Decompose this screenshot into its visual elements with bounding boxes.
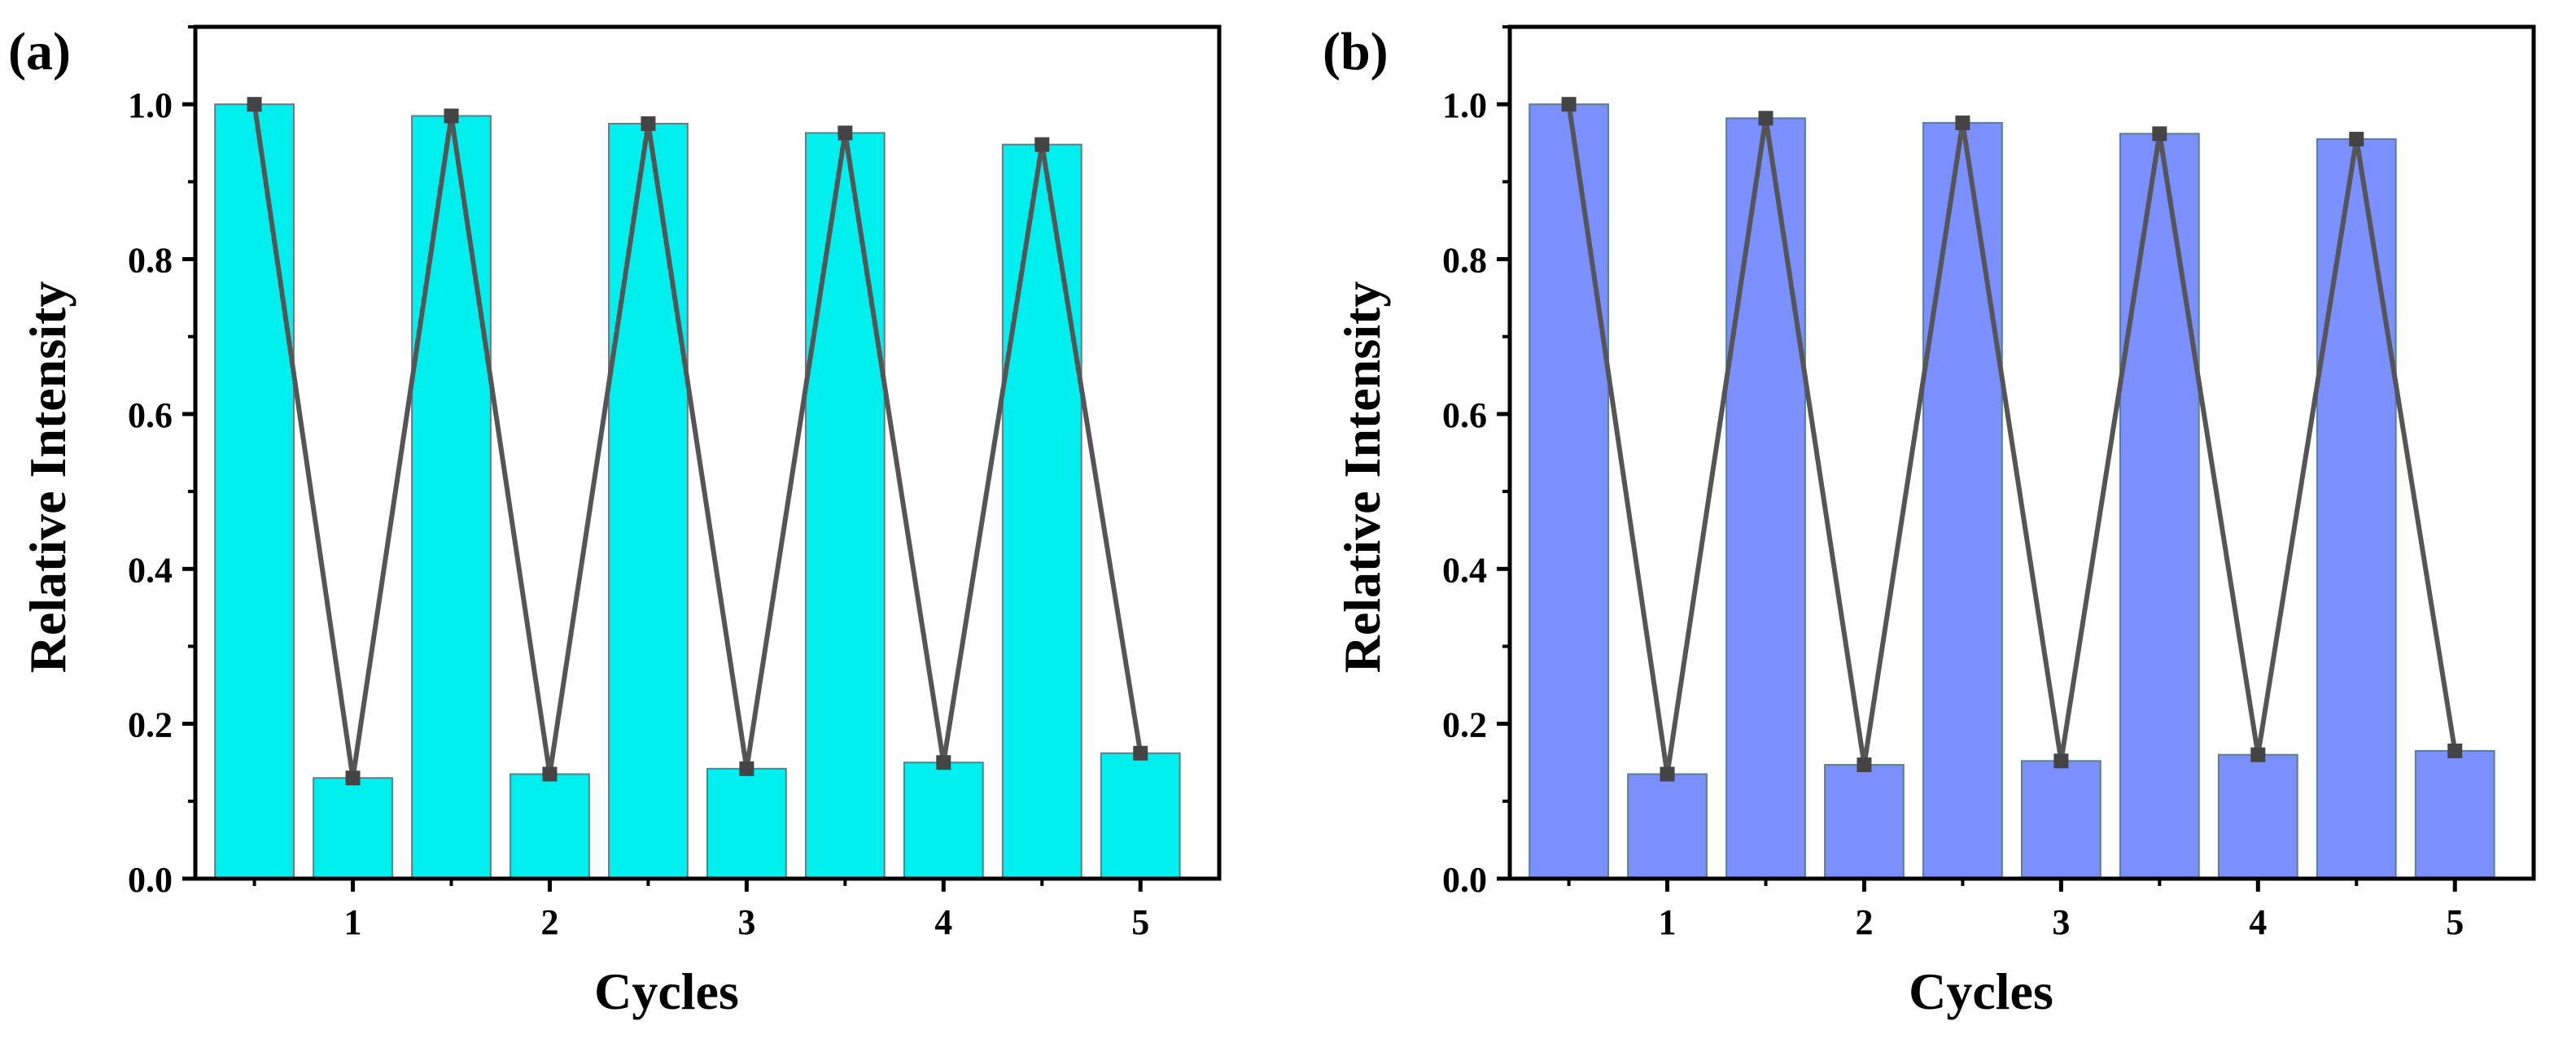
x-tick-label: 1 [1659,902,1677,942]
x-tick-label: 3 [2052,902,2070,942]
data-point-2 [345,770,361,786]
bar-1 [1529,103,1609,879]
plot-frame [193,24,1222,881]
data-point-4 [542,766,558,782]
x-tick-label: 1 [344,902,362,942]
y-tick-label: 1.0 [128,85,173,125]
bar-6 [706,767,787,879]
bar-10 [1100,752,1181,880]
bar-3 [411,115,492,879]
data-point-8 [2250,747,2266,762]
data-point-3 [444,108,459,124]
bar-4 [1824,764,1905,879]
data-point-10 [2447,743,2463,758]
data-point-9 [1034,137,1050,152]
data-point-6 [2053,753,2069,769]
x-tick-label: 4 [934,902,952,942]
data-point-7 [838,125,853,141]
y-tick-label: 0.8 [1442,241,1487,281]
bar-9 [2316,138,2397,880]
bar-7 [2119,133,2200,880]
chart-panel-a: 0.0 0.2 0.4 0.6 0.8 1.0 1 2 3 4 5 Cycles Relative In… [8,22,1222,1020]
bar-10 [2414,749,2495,880]
x-tick-label: 2 [1855,902,1873,942]
bar-7 [804,132,886,879]
x-tick-label: 2 [540,902,558,942]
data-point-8 [936,755,951,770]
bar-2 [313,777,393,879]
y-tick-label: 0.0 [128,860,173,900]
x-tick-label: 5 [1131,902,1149,942]
data-point-1 [1561,97,1577,112]
y-tick-label: 0.2 [128,705,173,745]
y-tick-label: 0.6 [128,395,173,435]
y-axis-title: Relative Intensity [19,281,77,674]
data-point-1 [247,97,262,112]
y-tick-label: 0.8 [128,241,173,281]
bar-9 [1001,143,1082,879]
bar-2 [1627,773,1708,879]
x-axis-title: Cycles [594,962,739,1020]
data-point-3 [1758,111,1773,126]
x-tick-label: 3 [737,902,755,942]
data-point-6 [739,761,754,776]
data-point-7 [2152,126,2167,142]
y-tick-label: 0.2 [1442,705,1487,745]
plot-frame [1507,24,2536,881]
data-point-4 [1857,757,1872,773]
data-point-9 [2349,132,2364,147]
bar-8 [903,762,984,880]
data-point-5 [641,116,656,131]
x-axis-title: Cycles [1909,962,2053,1020]
chart-panel-b: 0.0 0.2 0.4 0.6 0.8 1.0 1 2 3 4 5 Cycles Relative In… [1323,22,2536,1020]
bar-4 [510,773,590,879]
bar-5 [1922,122,2003,879]
panel-label: (a) [8,22,71,81]
y-axis-title: Relative Intensity [1333,281,1391,674]
data-point-2 [1660,766,1675,782]
y-tick-label: 1.0 [1442,85,1487,125]
bar-8 [2217,753,2298,880]
series-line [1566,103,2458,775]
y-tick-label: 0.6 [1442,395,1487,435]
bar-6 [2021,760,2101,879]
panel-label: (b) [1323,22,1389,81]
bar-5 [608,122,689,879]
y-tick-label: 0.4 [1442,550,1487,590]
x-tick-label: 4 [2249,902,2267,942]
bar-1 [214,103,295,879]
x-tick-label: 5 [2446,902,2464,942]
y-tick-label: 0.0 [1442,860,1487,900]
data-point-10 [1133,745,1148,761]
bar-3 [1725,117,1806,879]
series-line [251,103,1144,779]
y-tick-label: 0.4 [128,550,173,590]
data-point-5 [1955,116,1970,131]
